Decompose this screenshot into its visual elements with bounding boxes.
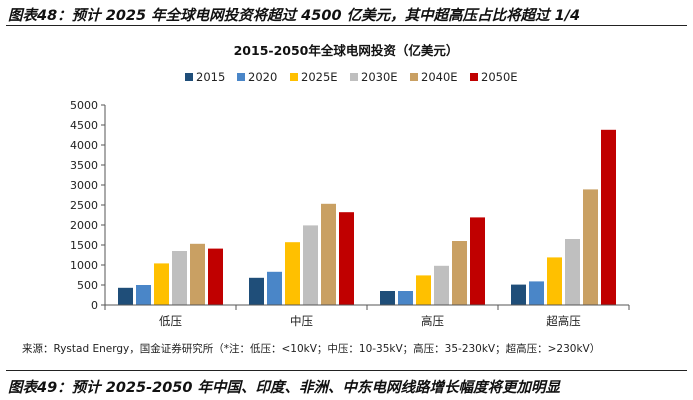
y-tick-label: 1000	[70, 259, 98, 272]
y-tick-label: 2500	[70, 199, 98, 212]
x-axis: 低压 中压 高压 超高压	[104, 304, 630, 328]
legend-label: 2030E	[361, 70, 398, 84]
y-tick-label: 5000	[70, 99, 98, 112]
bar	[267, 271, 282, 305]
bar	[172, 251, 187, 305]
legend-label: 2025E	[301, 70, 338, 84]
y-tick-label: 3000	[70, 179, 98, 192]
x-category-label: 超高压	[546, 314, 581, 328]
y-tick-label: 0	[91, 299, 98, 312]
bar	[285, 242, 300, 305]
caption-divider-top	[6, 25, 687, 26]
figure-caption-bottom: 图表49：预计 2025-2050 年中国、印度、非洲、中东电网线路增长幅度将更…	[8, 380, 561, 396]
chart-title: 2015-2050年全球电网投资（亿美元）	[234, 43, 459, 58]
x-category-label: 高压	[421, 314, 444, 328]
legend-swatch	[185, 73, 193, 81]
bar	[154, 263, 169, 305]
figure-caption-top: 图表48：预计 2025 年全球电网投资将超过 4500 亿美元，其中超高压占比…	[8, 8, 581, 24]
y-tick-label: 3500	[70, 159, 98, 172]
bar	[583, 189, 598, 305]
legend-swatch	[290, 73, 298, 81]
bar	[321, 203, 336, 305]
bar	[303, 225, 318, 305]
bar	[416, 275, 431, 305]
legend-label: 2015	[196, 70, 225, 84]
legend-label: 2040E	[421, 70, 458, 84]
bar	[398, 291, 413, 305]
legend-swatch	[350, 73, 358, 81]
bar	[601, 129, 616, 305]
bar	[452, 241, 467, 305]
bar	[380, 291, 395, 305]
legend: 2015 2020 2025E 2030E 2040E 2050E	[185, 70, 518, 84]
bar	[118, 287, 133, 305]
legend-swatch	[470, 73, 478, 81]
bar	[470, 217, 485, 305]
y-tick-label: 500	[77, 279, 98, 292]
bar	[565, 239, 580, 305]
bar	[434, 265, 449, 305]
y-tick-label: 4500	[70, 119, 98, 132]
bar	[339, 212, 354, 305]
legend-swatch	[237, 73, 245, 81]
bar	[190, 243, 205, 305]
source-note: 来源：Rystad Energy，国金证券研究所（*注：低压：<10kV；中压：…	[22, 343, 601, 355]
legend-label: 2050E	[481, 70, 518, 84]
bar	[249, 277, 264, 305]
bar	[208, 248, 223, 305]
legend-label: 2020	[248, 70, 277, 84]
bar	[529, 281, 544, 305]
bar	[136, 285, 151, 305]
legend-swatch	[410, 73, 418, 81]
bar-marks	[118, 129, 616, 305]
x-category-label: 低压	[159, 314, 182, 328]
y-tick-label: 4000	[70, 139, 98, 152]
bar	[547, 257, 562, 305]
x-category-label: 中压	[290, 314, 313, 328]
y-axis: 0 500 1000 1500 2000 2500 3000 3500 4000 4500 5000	[70, 99, 106, 312]
y-tick-label: 1500	[70, 239, 98, 252]
bar	[511, 284, 526, 305]
caption-divider-bottom	[6, 370, 687, 371]
y-tick-label: 2000	[70, 219, 98, 232]
